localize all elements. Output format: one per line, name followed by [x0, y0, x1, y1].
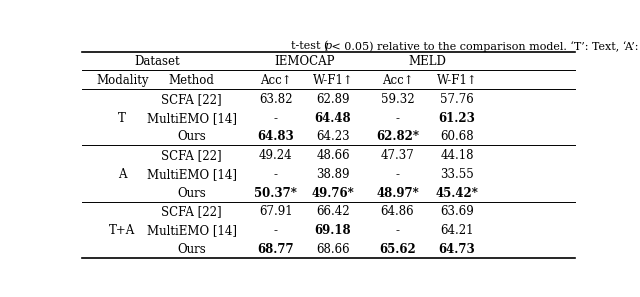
Text: 57.76: 57.76 [440, 93, 474, 106]
Text: 68.77: 68.77 [258, 243, 294, 256]
Text: 38.89: 38.89 [316, 168, 349, 181]
Text: -: - [274, 168, 278, 181]
Text: -: - [396, 112, 399, 125]
Text: SCFA [22]: SCFA [22] [161, 93, 222, 106]
Text: 64.86: 64.86 [381, 206, 414, 219]
Text: Dataset: Dataset [134, 56, 180, 69]
Text: 62.82*: 62.82* [376, 130, 419, 143]
Text: SCFA [22]: SCFA [22] [161, 206, 222, 219]
Text: 48.66: 48.66 [316, 149, 350, 162]
Text: 65.62: 65.62 [379, 243, 416, 256]
Text: p: p [324, 41, 332, 51]
Text: MELD: MELD [408, 56, 446, 69]
Text: MultiEMO [14]: MultiEMO [14] [147, 224, 237, 237]
Text: 64.23: 64.23 [316, 130, 350, 143]
Text: A: A [118, 168, 127, 181]
Text: 68.66: 68.66 [316, 243, 350, 256]
Text: 44.18: 44.18 [440, 149, 474, 162]
Text: 63.69: 63.69 [440, 206, 474, 219]
Text: 67.91: 67.91 [259, 206, 292, 219]
Text: 66.42: 66.42 [316, 206, 350, 219]
Text: 64.73: 64.73 [438, 243, 476, 256]
Text: 63.82: 63.82 [259, 93, 292, 106]
Text: -: - [274, 224, 278, 237]
Text: Acc↑: Acc↑ [260, 74, 292, 87]
Text: 49.24: 49.24 [259, 149, 292, 162]
Text: 49.76*: 49.76* [312, 187, 355, 200]
Text: W-F1↑: W-F1↑ [312, 74, 353, 87]
Text: MultiEMO [14]: MultiEMO [14] [147, 112, 237, 125]
Text: 45.42*: 45.42* [436, 187, 478, 200]
Text: 48.97*: 48.97* [376, 187, 419, 200]
Text: W-F1↑: W-F1↑ [436, 74, 477, 87]
Text: 59.32: 59.32 [381, 93, 414, 106]
Text: 61.23: 61.23 [438, 112, 476, 125]
Text: 62.89: 62.89 [316, 93, 349, 106]
Text: SCFA [22]: SCFA [22] [161, 149, 222, 162]
Text: 64.48: 64.48 [315, 112, 351, 125]
Text: 60.68: 60.68 [440, 130, 474, 143]
Text: -: - [396, 224, 399, 237]
Text: Method: Method [169, 74, 214, 87]
Text: Acc↑: Acc↑ [381, 74, 413, 87]
Text: T: T [118, 112, 126, 125]
Text: Ours: Ours [177, 243, 206, 256]
Text: T+A: T+A [109, 224, 135, 237]
Text: t-test (: t-test ( [291, 41, 328, 52]
Text: 47.37: 47.37 [381, 149, 414, 162]
Text: -: - [274, 112, 278, 125]
Text: -: - [396, 168, 399, 181]
Text: IEMOCAP: IEMOCAP [274, 56, 335, 69]
Text: 64.83: 64.83 [257, 130, 294, 143]
Text: 69.18: 69.18 [315, 224, 351, 237]
Text: 33.55: 33.55 [440, 168, 474, 181]
Text: Ours: Ours [177, 130, 206, 143]
Text: < 0.05) relative to the comparison model. ‘T’: Text, ‘A’: Audio.: < 0.05) relative to the comparison model… [328, 41, 640, 52]
Text: MultiEMO [14]: MultiEMO [14] [147, 168, 237, 181]
Text: 50.37*: 50.37* [255, 187, 298, 200]
Text: 64.21: 64.21 [440, 224, 474, 237]
Text: Ours: Ours [177, 187, 206, 200]
Text: Modality: Modality [96, 74, 148, 87]
